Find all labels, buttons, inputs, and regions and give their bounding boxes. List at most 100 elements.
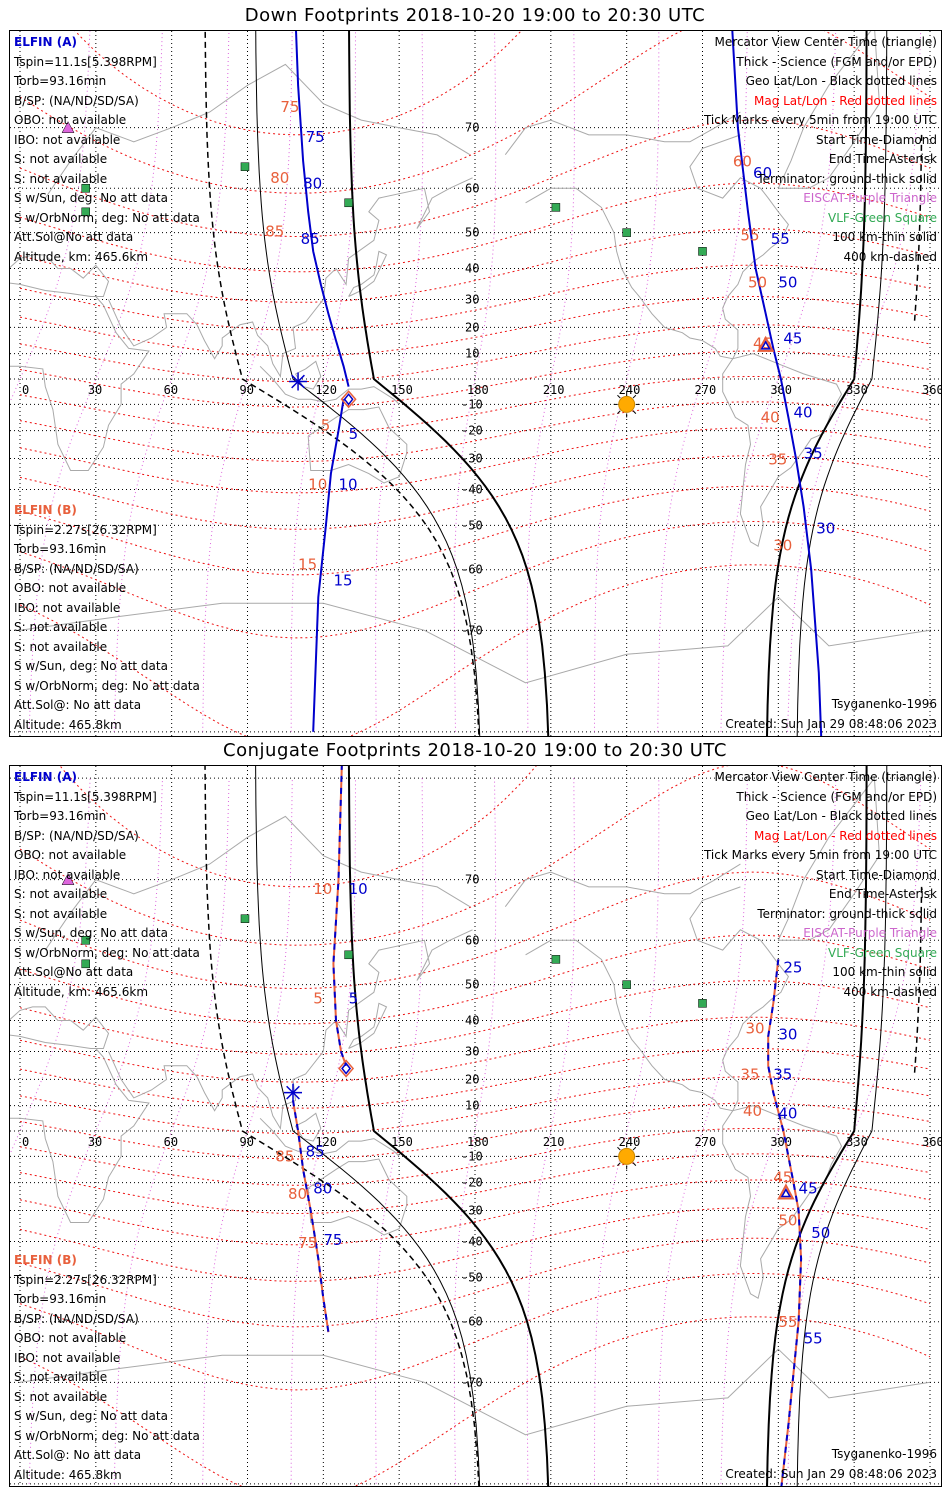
center-triangle — [780, 1188, 792, 1198]
tick-label: 75 — [306, 128, 325, 146]
sat-b-line: Torb=93.16min — [14, 1292, 107, 1306]
mag-tick-label: 15 — [298, 556, 317, 574]
tick-label: 45 — [783, 329, 802, 347]
model-label: Tsyganenko-1996 — [831, 697, 937, 711]
created-label: Created: Sun Jan 29 08:48:06 2023 — [725, 1466, 937, 1481]
tick-label: 35 — [773, 1065, 792, 1083]
mag-parallel — [19, 766, 931, 946]
sat-a-line: S w/OrbNorm, deg: No att data — [14, 945, 200, 960]
vlf-square — [81, 959, 90, 969]
panel-1-title: Down Footprints 2018-10-20 19:00 to 20:3… — [244, 5, 706, 26]
legend-line: Tick Marks every 5min from 19:00 UTC — [703, 848, 937, 862]
sat-a-line: S: not available — [14, 152, 108, 166]
mag-parallel — [19, 31, 931, 194]
vlf-square — [240, 162, 250, 171]
mag-parallel — [19, 350, 931, 408]
sat-a-line: Altitude, km: 465.6km — [14, 249, 149, 264]
start-diamond — [340, 390, 357, 409]
sat-b-line: Tspin=2.27s[26.32RPM] — [14, 1272, 157, 1287]
mag-parallel — [19, 1102, 931, 1160]
mag-tick-label: 35 — [740, 1065, 759, 1083]
lat-tick-label: -50 — [461, 1270, 483, 1284]
coastline — [777, 31, 880, 189]
sun-ray — [617, 410, 621, 414]
legend-line: Geo Lat/Lon - Black dotted lines — [745, 809, 937, 823]
coastline — [307, 1158, 408, 1236]
legend-line: Start Time-Diamond — [815, 132, 937, 147]
lat-tick-label: 60 — [465, 933, 479, 947]
terminator-100km — [255, 766, 481, 1486]
terminator-400km — [204, 766, 480, 1486]
lat-tick-label: 60 — [465, 181, 479, 195]
tick-label: 10 — [349, 880, 368, 898]
legend: Mercator View Center Time (triangle) Thi… — [704, 33, 937, 267]
lat-tick-label: -70 — [461, 623, 483, 637]
lon-tick-label: 150 — [391, 383, 413, 397]
map-canvas: 0 30 60 90 120 150 180 210 240 270 300 330 360 70 60 50… — [10, 766, 941, 1486]
vlf-square — [240, 914, 250, 923]
vlf-square — [81, 936, 90, 945]
sun-icon — [618, 395, 636, 413]
mag-tick-label: 50 — [778, 1212, 797, 1230]
vlf-square — [698, 999, 707, 1008]
sat-a-line: Torb=93.16min — [14, 809, 107, 823]
sat-b-line: B/SP: (NA/ND/SD/SA) — [14, 1311, 139, 1326]
sat-b-info: ELFIN (B) Tspin=2.27s[26.32RPM] Torb=93.… — [14, 1251, 200, 1485]
sat-b-line: Att.Sol@: No att data — [14, 698, 142, 712]
vlf-square — [622, 980, 631, 989]
sat-a-line: S: not available — [14, 887, 108, 901]
tick-label: 50 — [811, 1224, 830, 1242]
sat-a-info: ELFIN (A) Tspin=11.1s[5.398RPM] Torb=93.… — [14, 33, 200, 267]
sat-a-info: ELFIN (A) Tspin=11.1s[5.398RPM] Torb=93.… — [14, 768, 200, 1002]
tick-label: 55 — [771, 230, 790, 248]
legend-line: Tick Marks every 5min from 19:00 UTC — [703, 113, 937, 127]
lat-tick-label: 50 — [465, 226, 479, 240]
sat-a-line: OBO: not available — [14, 848, 127, 862]
mag-parallel — [19, 980, 931, 1055]
legend-line: 100 km-thin solid — [832, 230, 937, 244]
lat-tick-label: -60 — [461, 1315, 483, 1329]
lat-tick-label: -60 — [461, 563, 483, 577]
center-triangle — [777, 1183, 795, 1200]
lat-tick-label: 30 — [465, 292, 479, 306]
coastline — [777, 776, 880, 941]
tick-label: 40 — [778, 1104, 797, 1122]
lon-tick-label: 90 — [240, 1135, 254, 1149]
lat-tick-label: 30 — [465, 1044, 479, 1058]
coastline — [10, 1006, 110, 1049]
legend-line: Mercator View Center Time (triangle) — [714, 770, 937, 784]
eiscat-triangle — [61, 121, 75, 133]
mag-parallel — [19, 182, 931, 273]
mag-parallel — [19, 119, 931, 238]
center-triangle — [757, 335, 775, 352]
sat-b-line: Tspin=2.27s[26.32RPM] — [14, 522, 157, 537]
sun-icon — [618, 1147, 636, 1165]
footprint-track — [767, 959, 803, 1486]
panel-2-title: Conjugate Footprints 2018-10-20 19:00 to… — [223, 740, 727, 761]
vlf-square — [81, 207, 90, 217]
lat-tick-label: 20 — [465, 320, 479, 334]
terminator-100km — [796, 766, 888, 1486]
coastline — [307, 406, 408, 484]
sat-b-line: Altitude: 465.8km — [14, 1467, 122, 1482]
sat-b-line: Att.Sol@: No att data — [14, 1448, 142, 1462]
sat-b-header: ELFIN (B) — [14, 1253, 77, 1267]
vlf-square — [698, 247, 707, 256]
sat-a-line: S w/OrbNorm, deg: No att data — [14, 210, 200, 225]
lon-tick-label: 90 — [240, 383, 254, 397]
sat-a-header: ELFIN (A) — [14, 35, 77, 49]
lon-tick-label: 270 — [695, 383, 717, 397]
sat-a-header: ELFIN (A) — [14, 770, 77, 784]
mag-tick-label: 75 — [280, 98, 299, 116]
created-label: Created: Sun Jan 29 08:48:06 2023 — [725, 716, 937, 731]
lon-tick-label: 210 — [543, 1135, 565, 1149]
mag-parallel — [19, 1316, 931, 1486]
lat-tick-label: 40 — [465, 1014, 479, 1028]
footprint-track — [292, 1100, 330, 1333]
legend-line: 400 km-dashed — [843, 984, 937, 999]
terminator-line — [348, 31, 550, 736]
lon-tick-label: 150 — [391, 1135, 413, 1149]
lon-tick-label: 30 — [88, 383, 102, 397]
lon-tick-label: 240 — [619, 383, 641, 397]
mag-meridian — [202, 31, 293, 732]
